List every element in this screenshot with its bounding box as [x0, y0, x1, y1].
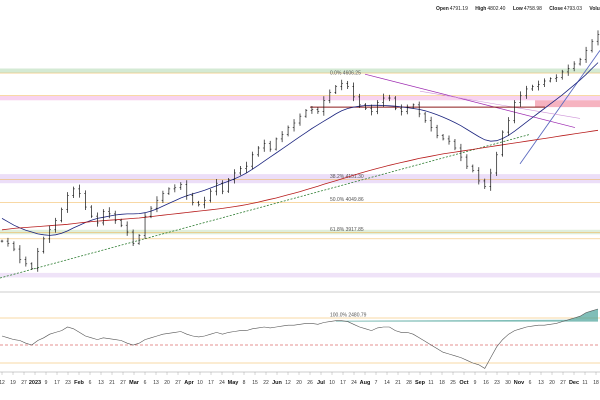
x-tick-label: 16 — [483, 380, 489, 386]
x-tick-label: 11 — [582, 380, 587, 386]
x-tick-label: 24 — [219, 380, 225, 386]
x-tick-label: 25 — [450, 380, 456, 386]
x-tick-label: 10 — [329, 380, 335, 386]
x-tick-label: Aug — [360, 380, 371, 386]
purple-trendline-1 — [364, 73, 576, 128]
x-tick-label: 20 — [549, 380, 555, 386]
x-tick-label: 21 — [109, 380, 115, 386]
x-tick-label: 11 — [428, 380, 433, 386]
indicator-line — [1, 308, 599, 369]
fib-label: 0.0% 4606.25 — [330, 71, 361, 77]
x-tick-label: Dec — [569, 380, 579, 386]
indicator-level-label: 100.0% 2480.79 — [330, 313, 367, 319]
x-tick-label: Sep — [415, 380, 426, 386]
x-tick-label: 15 — [252, 380, 258, 386]
x-tick-label: 7 — [375, 380, 378, 386]
magenta-zone-upper — [0, 95, 600, 101]
x-tick-label: 27 — [21, 380, 27, 386]
x-tick-label: 18 — [439, 380, 445, 386]
x-tick-label: 12 — [0, 380, 5, 386]
green-trendline — [0, 133, 531, 279]
x-tick-label: 17 — [54, 380, 60, 386]
x-tick-label: 17 — [340, 380, 346, 386]
x-tick-label: 6 — [89, 380, 92, 386]
x-tick-label: 6 — [529, 380, 532, 386]
x-tick-label: 21 — [395, 380, 401, 386]
x-tick-label: 8 — [243, 380, 246, 386]
x-tick-label: 2023 — [29, 380, 41, 386]
close-label: Close — [549, 6, 563, 12]
green-zone-lower — [0, 229, 600, 235]
low-value: 4758.98 — [523, 6, 542, 12]
x-tick-label: Apr — [184, 380, 194, 386]
x-tick-label: Feb — [74, 380, 84, 386]
close-value: 4793.03 — [563, 6, 582, 12]
x-tick-label: 9 — [474, 380, 477, 386]
x-tick-label: 27 — [120, 380, 126, 386]
open-value: 4791.19 — [449, 6, 468, 12]
x-tick-label: 20 — [164, 380, 170, 386]
x-tick-label: 27 — [175, 380, 181, 386]
low-label: Low — [512, 6, 523, 12]
volume-label: Volu — [589, 6, 600, 12]
x-tick-label: 23 — [65, 380, 71, 386]
x-tick-label: Jul — [317, 380, 325, 386]
x-tick-label: 28 — [406, 380, 412, 386]
ohlc-header: Open4791.19 High4802.40 Low4758.98 Close… — [436, 6, 600, 12]
x-tick-label: 17 — [208, 380, 214, 386]
x-tick-label: 13 — [98, 380, 104, 386]
x-tick-label: 9 — [45, 380, 48, 386]
resistance-zone-top — [0, 68, 600, 74]
purple-zone-fib382 — [0, 174, 600, 184]
open-label: Open — [436, 6, 449, 12]
x-tick-label: Jun — [272, 380, 282, 386]
ohlc-bars — [0, 30, 600, 272]
x-tick-label: 24 — [351, 380, 357, 386]
x-tick-label: 14 — [384, 380, 390, 386]
high-value: 4802.40 — [487, 6, 506, 12]
x-tick-label: 19 — [10, 380, 16, 386]
low-readout: Low4758.98 — [513, 6, 545, 12]
close-readout: Close4793.03 — [549, 6, 585, 12]
x-tick-label: 18 — [593, 380, 599, 386]
open-readout: Open4791.19 — [436, 6, 471, 12]
price-panel — [0, 14, 600, 282]
fib-label: 61.8% 3917.85 — [330, 227, 364, 233]
blue-trendline-steep — [519, 50, 600, 165]
x-tick-label: 22 — [263, 380, 269, 386]
x-tick-label: Nov — [514, 380, 525, 386]
x-tick-label: 12 — [285, 380, 291, 386]
x-tick-label: 27 — [560, 380, 566, 386]
purple-trendline-2 — [419, 90, 581, 119]
x-tick-label: Mar — [129, 380, 140, 386]
purple-zone-bottom — [0, 272, 600, 278]
x-tick-label: 23 — [494, 380, 500, 386]
x-tick-label: 6 — [144, 380, 147, 386]
x-tick-label: May — [228, 380, 240, 386]
fib-label: 50.0% 4049.86 — [330, 197, 364, 203]
x-tick-label: 13 — [153, 380, 159, 386]
high-readout: High4802.40 — [475, 6, 508, 12]
high-label: High — [475, 6, 487, 12]
magenta-zone-right — [535, 100, 600, 108]
moving-average-line — [1, 62, 599, 236]
x-tick-label: 30 — [505, 380, 511, 386]
x-tick-label: Oct — [459, 380, 468, 386]
x-tick-label: 26 — [307, 380, 313, 386]
x-tick-label: 20 — [296, 380, 302, 386]
indicator-overbought-fill — [335, 309, 598, 322]
x-tick-label: 10 — [197, 380, 203, 386]
x-tick-label: 13 — [538, 380, 544, 386]
moving-average-line — [1, 129, 599, 231]
